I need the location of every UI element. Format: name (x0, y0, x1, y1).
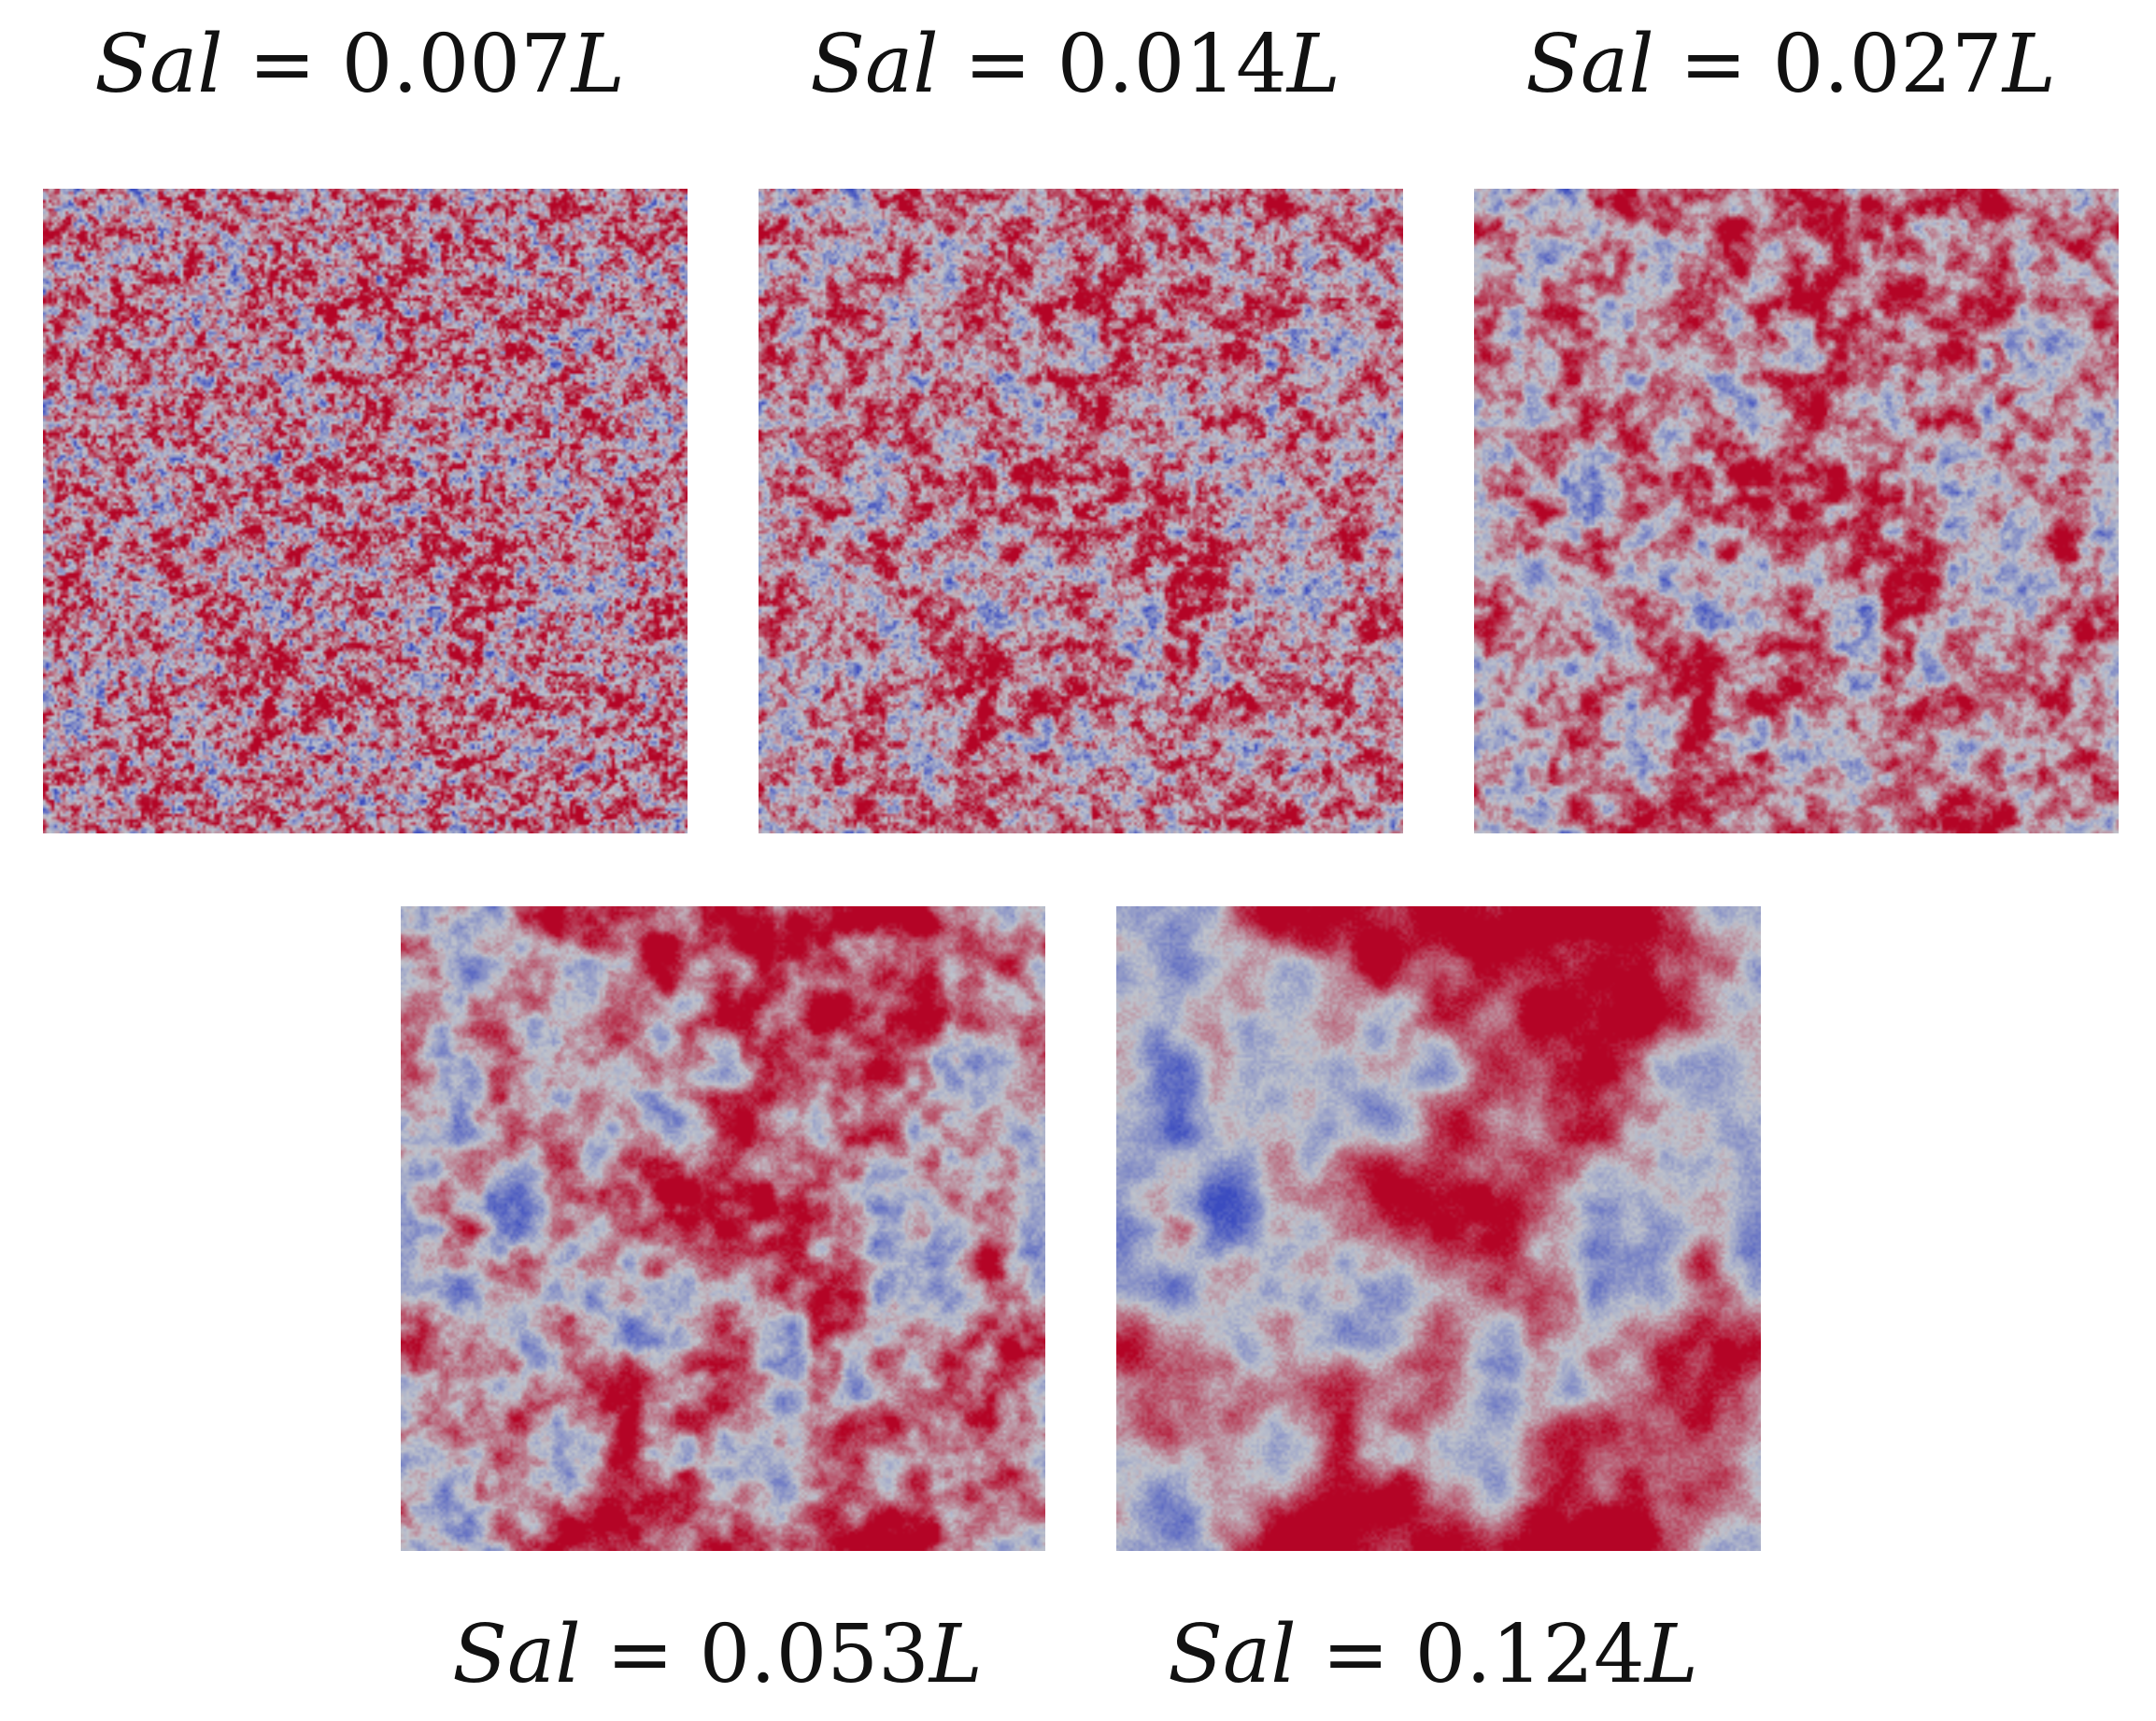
panel-label-5-equals: = (1322, 1608, 1390, 1701)
panel-label-2-symbol: Sal (810, 18, 939, 111)
panel-label-2-value: 0.014 (1057, 18, 1287, 111)
panel-label-5-symbol: Sal (1168, 1608, 1297, 1701)
panel-label-1-symbol: Sal (94, 18, 223, 111)
panel-label-4-equals: = (606, 1608, 674, 1701)
panel-label-4-unit: L (929, 1608, 983, 1701)
panel-label-2-equals: = (964, 18, 1032, 111)
field-panel-4 (401, 906, 1045, 1551)
panel-label-4: Sal = 0.053L (395, 1603, 1040, 1706)
panel-label-1-unit: L (571, 18, 625, 111)
field-canvas-5 (1116, 906, 1761, 1551)
panel-label-2-unit: L (1286, 18, 1340, 111)
panel-label-5: Sal = 0.124L (1111, 1603, 1755, 1706)
panel-label-2: Sal = 0.014L (753, 13, 1397, 116)
panel-label-3-unit: L (2002, 18, 2056, 111)
field-canvas-4 (401, 906, 1045, 1551)
panel-label-3-equals: = (1680, 18, 1748, 111)
panel-label-1: Sal = 0.007L (37, 13, 682, 116)
panel-label-5-value: 0.124 (1414, 1608, 1645, 1701)
panel-label-3: Sal = 0.027L (1468, 13, 2113, 116)
panel-label-4-symbol: Sal (452, 1608, 581, 1701)
panel-label-3-symbol: Sal (1525, 18, 1654, 111)
field-panel-5 (1116, 906, 1761, 1551)
field-panel-2 (759, 189, 1403, 833)
panel-label-5-unit: L (1644, 1608, 1698, 1701)
panel-label-1-equals: = (248, 18, 317, 111)
field-canvas-3 (1474, 189, 2119, 833)
field-panel-1 (43, 189, 688, 833)
panel-label-4-value: 0.053 (699, 1608, 929, 1701)
panel-label-3-value: 0.027 (1772, 18, 2003, 111)
field-panel-3 (1474, 189, 2119, 833)
field-canvas-2 (759, 189, 1403, 833)
field-canvas-1 (43, 189, 688, 833)
panel-label-1-value: 0.007 (341, 18, 572, 111)
